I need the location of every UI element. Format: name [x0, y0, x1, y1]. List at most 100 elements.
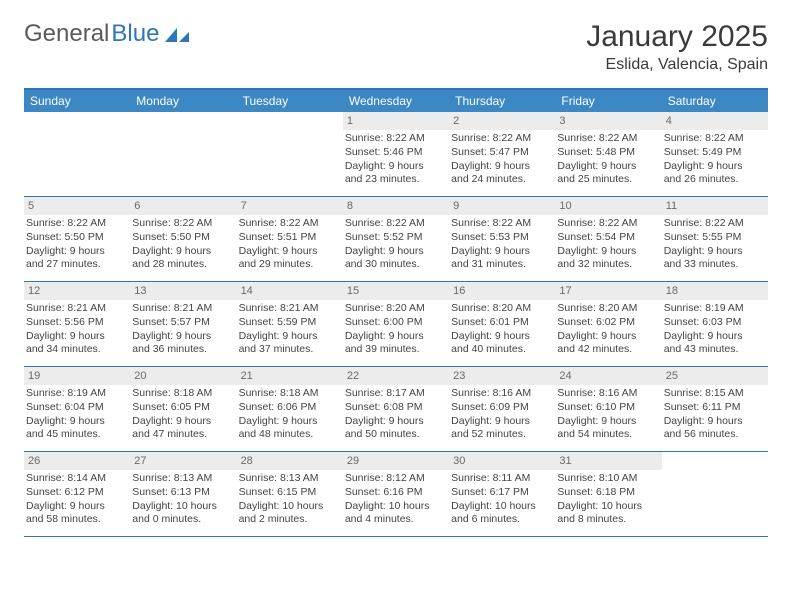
daylight-line1: Daylight: 9 hours — [345, 245, 445, 259]
daylight-line1: Daylight: 9 hours — [557, 415, 657, 429]
sunrise-text: Sunrise: 8:15 AM — [664, 387, 764, 401]
daylight-line1: Daylight: 9 hours — [26, 245, 126, 259]
daylight-line2: and 2 minutes. — [239, 513, 339, 527]
dayhead-tuesday: Tuesday — [237, 90, 343, 112]
day-cell: 13Sunrise: 8:21 AMSunset: 5:57 PMDayligh… — [130, 282, 236, 366]
day-cell: 31 Sunrise: 8:10 AMSunset: 6:18 PMDayligh… — [555, 452, 661, 536]
sunset-text: Sunset: 6:16 PM — [345, 486, 445, 500]
day-cell: 7Sunrise: 8:22 AMSunset: 5:51 PMDaylight… — [237, 197, 343, 281]
daylight-line1: Daylight: 9 hours — [26, 500, 126, 514]
day-number: 22 — [343, 367, 449, 385]
sunset-text: Sunset: 6:18 PM — [557, 486, 657, 500]
day-number: 15 — [343, 282, 449, 300]
daylight-line2: and 29 minutes. — [239, 258, 339, 272]
day-cell: 30Sunrise: 8:11 AMSunset: 6:17 PMDayligh… — [449, 452, 555, 536]
sun-info: Sunrise: 8:20 AMSunset: 6:00 PMDaylight:… — [343, 302, 449, 361]
sun-info: Sunrise: 8:13 AMSunset: 6:15 PMDaylight:… — [237, 472, 343, 531]
day-cell: 4Sunrise: 8:22 AMSunset: 5:49 PMDaylight… — [662, 112, 768, 196]
day-number — [237, 112, 343, 130]
sun-info: Sunrise: 8:15 AMSunset: 6:11 PMDaylight:… — [662, 387, 768, 446]
day-number — [130, 112, 236, 130]
day-cell: 5Sunrise: 8:22 AMSunset: 5:50 PMDaylight… — [24, 197, 130, 281]
sun-info: Sunrise: 8:16 AMSunset: 6:09 PMDaylight:… — [449, 387, 555, 446]
daylight-line2: and 32 minutes. — [557, 258, 657, 272]
sunset-text: Sunset: 6:06 PM — [239, 401, 339, 415]
day-cell — [130, 112, 236, 196]
sunrise-text: Sunrise: 8:19 AM — [664, 302, 764, 316]
sunrise-text: Sunrise: 8:17 AM — [345, 387, 445, 401]
sunrise-text: Sunrise: 8:18 AM — [239, 387, 339, 401]
day-number: 26 — [24, 452, 130, 470]
sunrise-text: Sunrise: 8:21 AM — [239, 302, 339, 316]
daylight-line1: Daylight: 9 hours — [451, 415, 551, 429]
day-cell: 15 Sunrise: 8:20 AMSunset: 6:00 PMDayligh… — [343, 282, 449, 366]
daylight-line1: Daylight: 9 hours — [132, 330, 232, 344]
daylight-line1: Daylight: 9 hours — [664, 415, 764, 429]
sun-info: Sunrise: 8:13 AMSunset: 6:13 PMDaylight:… — [130, 472, 236, 531]
daylight-line2: and 27 minutes. — [26, 258, 126, 272]
sunrise-text: Sunrise: 8:22 AM — [557, 217, 657, 231]
sunset-text: Sunset: 5:50 PM — [132, 231, 232, 245]
daylight-line2: and 33 minutes. — [664, 258, 764, 272]
day-cell: 23Sunrise: 8:16 AMSunset: 6:09 PMDayligh… — [449, 367, 555, 451]
sun-info: Sunrise: 8:21 AMSunset: 5:56 PMDaylight:… — [24, 302, 130, 361]
sunset-text: Sunset: 5:53 PM — [451, 231, 551, 245]
day-cell: 19Sunrise: 8:19 AMSunset: 6:04 PMDayligh… — [24, 367, 130, 451]
logo: GeneralBlue — [24, 20, 191, 48]
sun-info: Sunrise: 8:16 AMSunset: 6:10 PMDaylight:… — [555, 387, 661, 446]
day-cell: 11Sunrise: 8:22 AMSunset: 5:55 PMDayligh… — [662, 197, 768, 281]
dayhead-thursday: Thursday — [449, 90, 555, 112]
daylight-line1: Daylight: 9 hours — [345, 415, 445, 429]
day-number: 3 — [555, 112, 661, 130]
sunrise-text: Sunrise: 8:22 AM — [557, 132, 657, 146]
sunset-text: Sunset: 6:00 PM — [345, 316, 445, 330]
day-cell: 29Sunrise: 8:12 AMSunset: 6:16 PMDayligh… — [343, 452, 449, 536]
title-block: January 2025 Eslida, Valencia, Spain — [586, 20, 768, 74]
day-cell: 10Sunrise: 8:22 AMSunset: 5:54 PMDayligh… — [555, 197, 661, 281]
day-cell: 24Sunrise: 8:16 AMSunset: 6:10 PMDayligh… — [555, 367, 661, 451]
day-number: 12 — [24, 282, 130, 300]
day-number: 14 — [237, 282, 343, 300]
sunrise-text: Sunrise: 8:21 AM — [132, 302, 232, 316]
daylight-line2: and 50 minutes. — [345, 428, 445, 442]
daylight-line2: and 36 minutes. — [132, 343, 232, 357]
sun-info: Sunrise: 8:22 AMSunset: 5:46 PMDaylight:… — [343, 132, 449, 191]
day-cell: 6Sunrise: 8:22 AMSunset: 5:50 PMDaylight… — [130, 197, 236, 281]
sunrise-text: Sunrise: 8:22 AM — [26, 217, 126, 231]
sun-info: Sunrise: 8:20 AMSunset: 6:02 PMDaylight:… — [555, 302, 661, 361]
sunrise-text: Sunrise: 8:22 AM — [664, 132, 764, 146]
sun-info: Sunrise: 8:11 AMSunset: 6:17 PMDaylight:… — [449, 472, 555, 531]
sunrise-text: Sunrise: 8:10 AM — [557, 472, 657, 486]
day-cell: 18Sunrise: 8:19 AMSunset: 6:03 PMDayligh… — [662, 282, 768, 366]
sunrise-text: Sunrise: 8:20 AM — [451, 302, 551, 316]
sunrise-text: Sunrise: 8:22 AM — [239, 217, 339, 231]
daylight-line1: Daylight: 10 hours — [239, 500, 339, 514]
day-number: 31 — [555, 452, 661, 470]
day-cell: 17Sunrise: 8:20 AMSunset: 6:02 PMDayligh… — [555, 282, 661, 366]
daylight-line2: and 48 minutes. — [239, 428, 339, 442]
sunrise-text: Sunrise: 8:13 AM — [239, 472, 339, 486]
day-cell: 3Sunrise: 8:22 AMSunset: 5:48 PMDaylight… — [555, 112, 661, 196]
day-cell: 21Sunrise: 8:18 AMSunset: 6:06 PMDayligh… — [237, 367, 343, 451]
day-number: 18 — [662, 282, 768, 300]
day-number: 5 — [24, 197, 130, 215]
sunrise-text: Sunrise: 8:22 AM — [132, 217, 232, 231]
logo-word-blue: Blue — [111, 20, 159, 48]
daylight-line1: Daylight: 9 hours — [451, 330, 551, 344]
day-number: 28 — [237, 452, 343, 470]
sunrise-text: Sunrise: 8:22 AM — [451, 132, 551, 146]
sunset-text: Sunset: 5:48 PM — [557, 146, 657, 160]
sun-info: Sunrise: 8:10 AMSunset: 6:18 PMDaylight:… — [555, 472, 661, 531]
daylight-line2: and 58 minutes. — [26, 513, 126, 527]
daylight-line2: and 25 minutes. — [557, 173, 657, 187]
daylight-line2: and 30 minutes. — [345, 258, 445, 272]
sun-info: Sunrise: 8:18 AMSunset: 6:05 PMDaylight:… — [130, 387, 236, 446]
daylight-line2: and 6 minutes. — [451, 513, 551, 527]
day-number: 25 — [662, 367, 768, 385]
daylight-line2: and 8 minutes. — [557, 513, 657, 527]
daylight-line2: and 31 minutes. — [451, 258, 551, 272]
sun-info: Sunrise: 8:14 AMSunset: 6:12 PMDaylight:… — [24, 472, 130, 531]
daylight-line1: Daylight: 10 hours — [557, 500, 657, 514]
sunset-text: Sunset: 6:09 PM — [451, 401, 551, 415]
day-cell: 2Sunrise: 8:22 AMSunset: 5:47 PMDaylight… — [449, 112, 555, 196]
